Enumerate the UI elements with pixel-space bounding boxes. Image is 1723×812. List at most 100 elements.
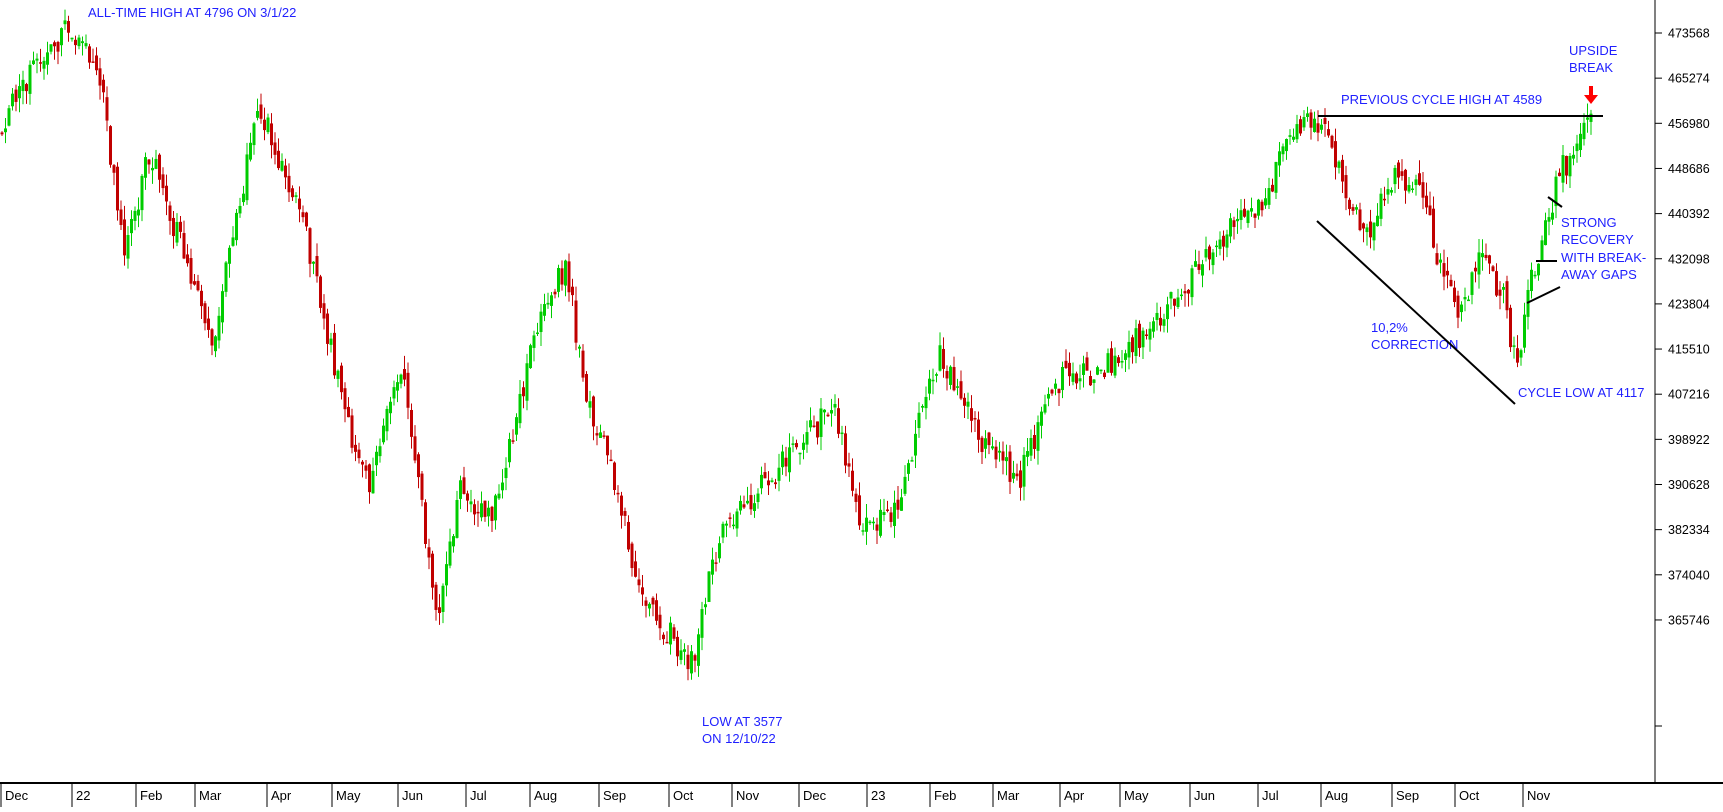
- candle-body: [1418, 173, 1421, 185]
- candle-body: [4, 128, 7, 133]
- candle-body: [868, 521, 872, 524]
- candlestick: [189, 248, 193, 290]
- y-tick-label: 456980: [1668, 117, 1710, 131]
- candle-body: [427, 547, 431, 558]
- candlestick: [872, 517, 875, 530]
- candlestick: [627, 515, 630, 553]
- candlestick: [137, 197, 140, 228]
- candle-body: [1047, 393, 1050, 399]
- candle-body: [1197, 264, 1201, 270]
- candlestick: [172, 210, 175, 249]
- candlestick: [483, 500, 487, 522]
- candle-body: [851, 470, 854, 491]
- candlestick: [25, 82, 28, 104]
- y-tick-labels: 473568 465274 456980 448686 440392 432098 4238…: [1655, 27, 1710, 727]
- candle-body: [648, 603, 651, 609]
- candle-body: [1519, 350, 1523, 358]
- candlestick: [1316, 110, 1320, 142]
- candle-body: [434, 584, 438, 610]
- y-tick-label: 423804: [1668, 297, 1710, 311]
- candlestick: [1145, 329, 1148, 340]
- candlestick: [504, 457, 508, 491]
- candle-body: [606, 435, 609, 456]
- candlestick: [280, 153, 284, 172]
- candle-body: [1218, 239, 1222, 249]
- candle-body: [1299, 119, 1302, 134]
- candlestick: [1561, 145, 1565, 193]
- candle-body: [896, 499, 900, 510]
- candlestick: [473, 499, 476, 526]
- annotation-correction-line1: 10,2%: [1371, 320, 1408, 335]
- candle-body: [1530, 269, 1533, 292]
- candlestick: [487, 500, 490, 527]
- candle-body: [1491, 266, 1495, 272]
- breakaway-gap-marker-3: [1526, 286, 1561, 304]
- candlestick: [679, 639, 683, 665]
- candlestick: [788, 433, 791, 482]
- candlestick: [809, 407, 812, 432]
- annotation-recovery-line4: AWAY GAPS: [1561, 267, 1637, 282]
- candle-body: [966, 401, 970, 407]
- candlestick: [32, 51, 35, 65]
- candlestick: [970, 395, 973, 433]
- candle-body: [105, 97, 109, 121]
- candle-body: [1362, 223, 1365, 229]
- y-tick-label: 374040: [1668, 568, 1710, 582]
- candlestick: [931, 368, 935, 395]
- candle-body: [364, 465, 368, 471]
- candlestick: [557, 264, 560, 298]
- candle-body: [1449, 279, 1453, 287]
- x-tick-label: Oct: [1459, 788, 1480, 803]
- candle-body: [592, 396, 595, 427]
- candlestick: [1075, 371, 1078, 390]
- candle-body: [1253, 213, 1257, 218]
- candle-body: [1544, 220, 1547, 246]
- candlestick: [1033, 424, 1036, 459]
- candle-body: [879, 509, 882, 536]
- candle-body: [938, 345, 942, 371]
- candlestick: [14, 84, 18, 112]
- candle-body: [291, 188, 294, 198]
- candle-body: [224, 262, 228, 292]
- candlestick: [994, 440, 998, 469]
- candlestick: [448, 528, 452, 569]
- candle-body: [1365, 227, 1369, 233]
- candlestick: [511, 429, 515, 444]
- candlestick: [1344, 165, 1348, 211]
- candlestick: [406, 362, 410, 420]
- candlestick: [28, 60, 32, 105]
- candle-body: [165, 185, 168, 202]
- candlestick: [1442, 249, 1446, 291]
- candlestick: [564, 259, 567, 297]
- candle-body: [1386, 189, 1390, 195]
- candlestick: [770, 477, 774, 483]
- candle-body: [1162, 319, 1166, 326]
- candle-body: [1113, 355, 1117, 376]
- candlestick: [1208, 244, 1211, 271]
- candlestick: [361, 459, 364, 478]
- candlestick: [819, 398, 823, 451]
- candle-body: [1533, 274, 1537, 277]
- upside-break-arrow-icon: [1584, 86, 1598, 104]
- candle-body: [1239, 210, 1243, 221]
- candlestick: [228, 245, 231, 278]
- y-tick-label: 440392: [1668, 207, 1710, 221]
- candlestick: [914, 420, 917, 469]
- candle-body: [333, 332, 336, 376]
- candlestick: [1173, 298, 1176, 317]
- candlestick: [1390, 187, 1393, 196]
- candlestick: [816, 421, 819, 445]
- candlestick: [1495, 263, 1498, 297]
- candlestick: [1159, 306, 1162, 332]
- y-tick-label: 390628: [1668, 478, 1710, 492]
- candlestick: [774, 478, 777, 489]
- candlestick: [1005, 444, 1008, 476]
- candlestick: [539, 303, 543, 346]
- candlestick: [53, 40, 56, 60]
- candlestick: [525, 353, 529, 411]
- candle-body: [609, 459, 613, 462]
- candlestick: [1470, 271, 1474, 305]
- candle-body: [1421, 182, 1425, 198]
- candle-body: [1295, 124, 1299, 140]
- candlestick: [133, 206, 137, 231]
